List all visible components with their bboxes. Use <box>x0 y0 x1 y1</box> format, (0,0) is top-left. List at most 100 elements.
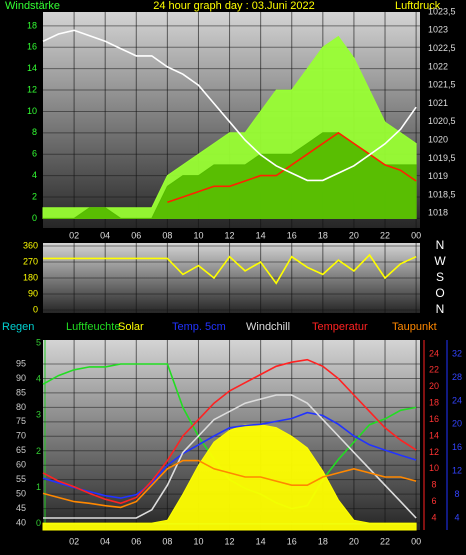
x-tick-label: 00 <box>411 536 421 546</box>
y-tick-label: 50 <box>16 489 26 499</box>
y-tick-label: 4 <box>32 170 37 180</box>
y3-tick-label: 8 <box>454 489 459 499</box>
line <box>42 459 417 509</box>
y-tick-label: 0 <box>32 213 37 223</box>
x-tick-label: 22 <box>380 230 390 240</box>
y-tick-label: 90 <box>16 373 26 383</box>
y-tick-label: 360 <box>23 240 38 250</box>
y2-tick-label: 8 <box>431 480 436 490</box>
x-tick-label: 02 <box>69 230 79 240</box>
x-tick-label: 12 <box>225 536 235 546</box>
y-tick-label: 2 <box>32 191 37 201</box>
y4-tick-label: 3 <box>36 410 41 420</box>
y4-tick-label: 4 <box>36 373 41 383</box>
x-tick-label: 14 <box>256 536 266 546</box>
chart-title: 24 hour graph day : 03.Juni 2022 <box>153 0 314 12</box>
y-tick-label: 70 <box>16 431 26 441</box>
y4-tick-label: 5 <box>36 337 41 347</box>
y3-tick-label: 4 <box>454 512 459 522</box>
y-tick-label: 10 <box>27 106 37 116</box>
y2-tick-label: N <box>436 302 445 316</box>
y3-tick-label: 28 <box>452 372 462 382</box>
x-tick-label: 10 <box>193 536 203 546</box>
x-tick-label: 20 <box>349 536 359 546</box>
x-tick-label: 08 <box>162 230 172 240</box>
x-tick-label: 10 <box>193 230 203 240</box>
line <box>42 358 417 505</box>
legend-entry: Temperatur <box>312 321 368 333</box>
x-tick-label: 18 <box>318 230 328 240</box>
y4-tick-label: 2 <box>36 446 41 456</box>
y2-tick-label: 1023,5 <box>428 6 456 16</box>
x-tick-label: 16 <box>287 536 297 546</box>
y-tick-label: 65 <box>16 445 26 455</box>
y3-tick-label: 32 <box>452 348 462 358</box>
y3-tick-label: 16 <box>452 442 462 452</box>
y-tick-label: 16 <box>27 42 37 52</box>
legend-entry: Luftfeuchte <box>66 321 120 333</box>
x-tick-label: 18 <box>318 536 328 546</box>
x-tick-label: 06 <box>131 536 141 546</box>
line <box>42 29 417 182</box>
y2-tick-label: 1021 <box>428 98 448 108</box>
y-tick-label: 14 <box>27 63 37 73</box>
x-tick-label: 00 <box>411 230 421 240</box>
x-tick-label: 04 <box>100 536 110 546</box>
y-tick-label: 18 <box>27 20 37 30</box>
y2-tick-label: 1022,5 <box>428 43 456 53</box>
y-tick-label: 40 <box>16 517 26 527</box>
y-tick-label: 12 <box>27 84 37 94</box>
line <box>42 411 417 499</box>
y2-tick-label: 1021,5 <box>428 80 456 90</box>
line <box>43 253 417 285</box>
y3-tick-label: 20 <box>452 419 462 429</box>
y2-tick-label: O <box>435 286 444 300</box>
y2-label: Luftdruck <box>395 0 441 12</box>
y-tick-label: 270 <box>23 256 38 266</box>
line <box>167 131 417 204</box>
y2-tick-label: 12 <box>429 447 439 457</box>
y-tick-label: 95 <box>16 358 26 368</box>
y2-tick-label: 14 <box>429 430 439 440</box>
x-tick-label: 12 <box>225 230 235 240</box>
x-tick-label: 02 <box>69 536 79 546</box>
y4-tick-label: 1 <box>36 482 41 492</box>
y2-tick-label: 22 <box>429 365 439 375</box>
y2-tick-label: 4 <box>431 512 436 522</box>
y-tick-label: 45 <box>16 503 26 513</box>
y-tick-label: 85 <box>16 387 26 397</box>
x-tick-label: 06 <box>131 230 141 240</box>
y-tick-label: 6 <box>32 149 37 159</box>
y2-tick-label: 1020,5 <box>428 116 456 126</box>
y3-tick-label: 24 <box>452 395 462 405</box>
y-tick-label: 8 <box>32 127 37 137</box>
x-tick-label: 20 <box>349 230 359 240</box>
y2-tick-label: 24 <box>429 348 439 358</box>
y-tick-label: 60 <box>16 460 26 470</box>
y2-tick-label: 1019,5 <box>428 153 456 163</box>
line <box>43 394 417 519</box>
y2-tick-label: 1019 <box>428 171 448 181</box>
y2-tick-label: 1018,5 <box>428 189 456 199</box>
legend-entry: Temp. 5cm <box>172 321 226 333</box>
y2-tick-label: W <box>434 254 446 268</box>
y2-tick-label: S <box>436 270 444 284</box>
y2-tick-label: 1023 <box>428 25 448 35</box>
legend-entry: Regen <box>2 321 34 333</box>
x-tick-label: 14 <box>256 230 266 240</box>
legend-entry: Windchill <box>246 321 290 333</box>
x-tick-label: 04 <box>100 230 110 240</box>
y-tick-label: 55 <box>16 474 26 484</box>
y2-tick-label: 20 <box>429 381 439 391</box>
y-tick-label: 180 <box>23 272 38 282</box>
y2-tick-label: 16 <box>429 414 439 424</box>
y2-tick-label: 1020 <box>428 135 448 145</box>
y2-tick-label: 6 <box>431 496 436 506</box>
y3-tick-label: 12 <box>452 466 462 476</box>
y2-tick-label: 18 <box>429 398 439 408</box>
y2-tick-label: N <box>436 238 445 252</box>
y2-tick-label: 1022 <box>428 61 448 71</box>
x-tick-label: 16 <box>287 230 297 240</box>
y2-tick-label: 10 <box>429 463 439 473</box>
